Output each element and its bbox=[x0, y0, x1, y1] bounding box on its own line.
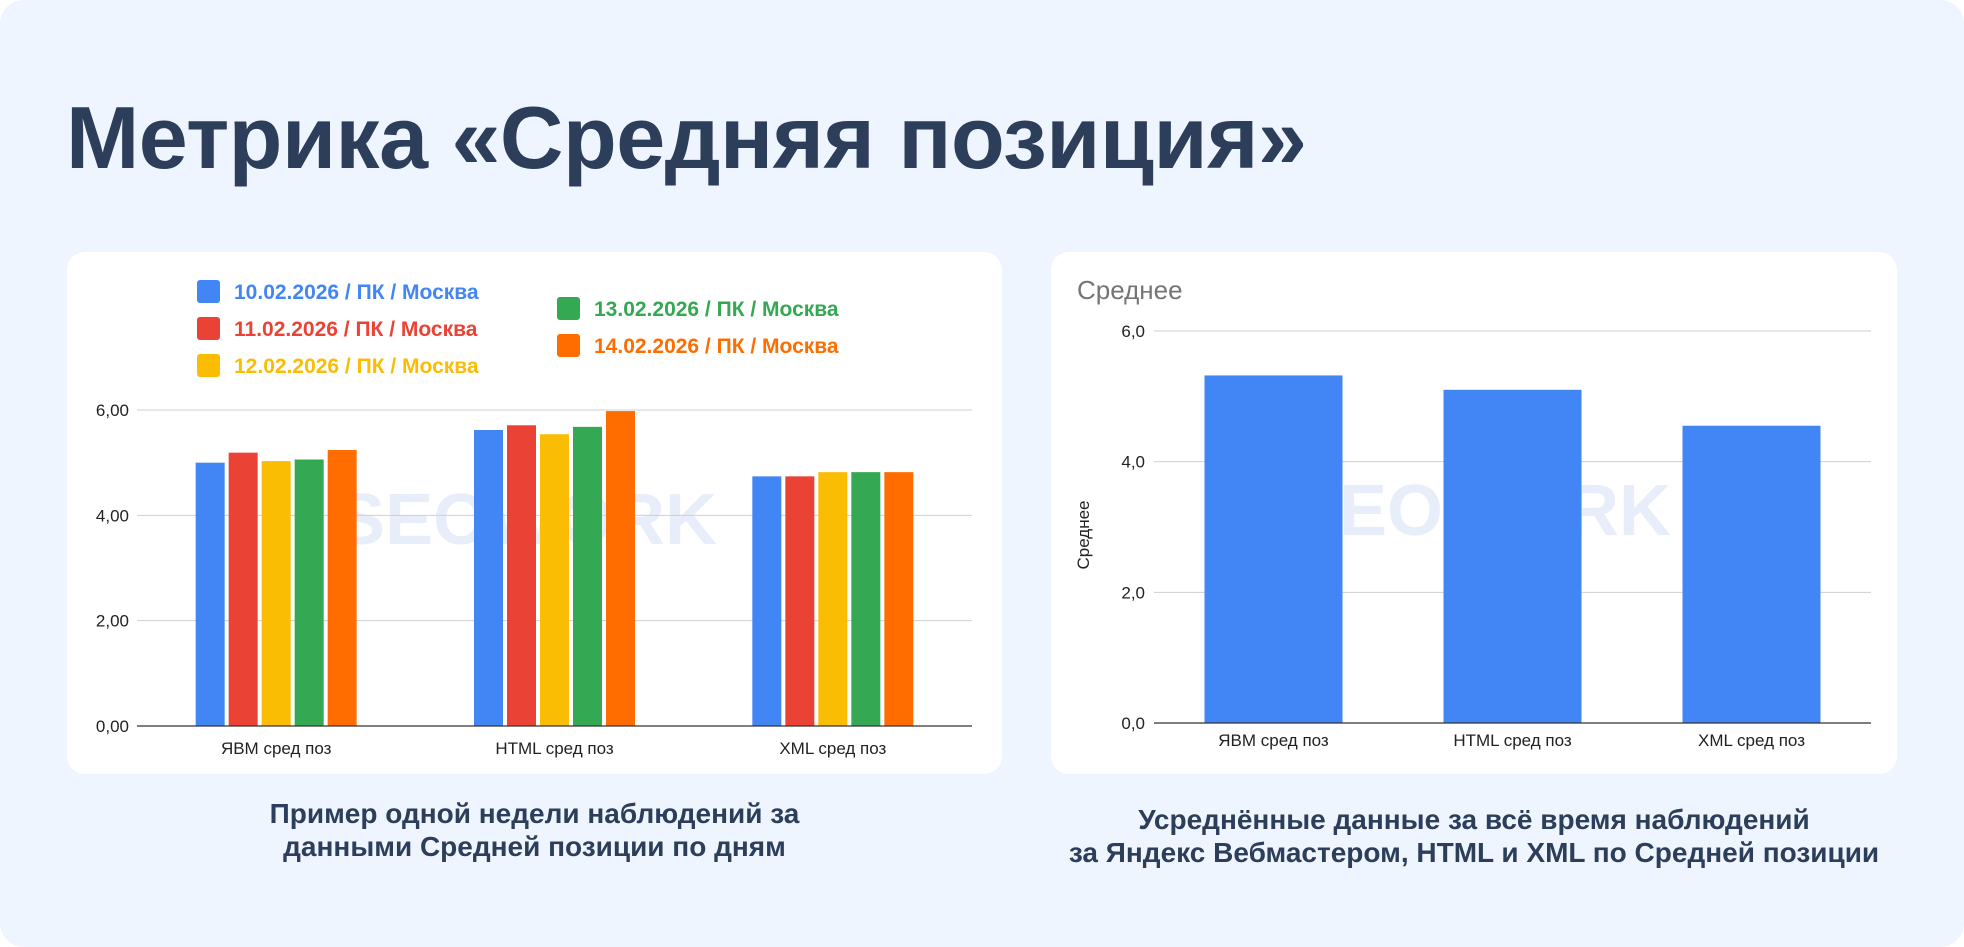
legend-label: 12.02.2026 / ПК / Москва bbox=[234, 355, 479, 378]
bar bbox=[507, 425, 536, 726]
bar bbox=[573, 426, 602, 726]
bar bbox=[818, 472, 848, 726]
bar bbox=[785, 476, 815, 726]
y-tick-label: 2,0 bbox=[1121, 583, 1145, 602]
y-axis-label: Среднее bbox=[1074, 500, 1093, 569]
legend-label: 11.02.2026 / ПК / Москва bbox=[234, 318, 478, 341]
bar bbox=[540, 434, 569, 726]
bar bbox=[1204, 375, 1343, 723]
x-category-label: HTML сред поз bbox=[495, 739, 614, 758]
legend-item: 10.02.2026 / ПК / Москва bbox=[197, 280, 479, 304]
legend-swatch bbox=[197, 354, 220, 377]
y-tick-label: 0,0 bbox=[1121, 714, 1145, 733]
caption-average-line-2: за Яндекс Вебмастером, HTML и XML по Сре… bbox=[1068, 837, 1880, 868]
legend-item: 12.02.2026 / ПК / Москва bbox=[197, 354, 479, 378]
bar bbox=[195, 462, 225, 726]
bar bbox=[228, 452, 258, 726]
y-tick-label: 4,00 bbox=[96, 506, 129, 525]
y-tick-label: 2,00 bbox=[96, 612, 129, 631]
x-category-label: XML сред поз bbox=[779, 739, 886, 758]
x-category-label: ЯВМ сред поз bbox=[221, 739, 332, 758]
legend-label: 14.02.2026 / ПК / Москва bbox=[594, 335, 839, 358]
chart-title: Среднее bbox=[1077, 275, 1183, 305]
caption-daily-line-2: данными Средней позиции по дням bbox=[283, 831, 786, 862]
bar bbox=[294, 459, 324, 726]
bar bbox=[752, 476, 782, 726]
bar bbox=[1443, 389, 1582, 723]
x-category-label: HTML сред поз bbox=[1453, 731, 1572, 750]
bar bbox=[261, 461, 291, 726]
bar bbox=[884, 472, 914, 726]
legend-label: 13.02.2026 / ПК / Москва bbox=[594, 298, 839, 321]
y-tick-label: 0,00 bbox=[96, 717, 129, 736]
legend-item: 11.02.2026 / ПК / Москва bbox=[197, 317, 478, 341]
bar bbox=[606, 411, 635, 726]
legend-swatch bbox=[557, 334, 580, 357]
legend-swatch bbox=[557, 297, 580, 320]
x-category-label: ЯВМ сред поз bbox=[1218, 731, 1329, 750]
x-category-label: XML сред поз bbox=[1698, 731, 1805, 750]
caption-average-line-1: Усреднённые данные за всё время наблюден… bbox=[1138, 804, 1810, 835]
caption-daily-line-1: Пример одной недели наблюдений за bbox=[269, 798, 800, 829]
legend-item: 14.02.2026 / ПК / Москва bbox=[557, 334, 839, 358]
legend-swatch bbox=[197, 280, 220, 303]
page-title: Метрика «Средняя позиция» bbox=[66, 88, 1307, 187]
bar bbox=[327, 450, 357, 726]
legend-label: 10.02.2026 / ПК / Москва bbox=[234, 281, 479, 304]
y-tick-label: 6,00 bbox=[96, 401, 129, 420]
bar bbox=[474, 430, 503, 726]
bar bbox=[1682, 425, 1821, 723]
legend-swatch bbox=[197, 317, 220, 340]
caption-average: Усреднённые данные за всё время наблюден… bbox=[1040, 803, 1908, 869]
y-tick-label: 4,0 bbox=[1121, 453, 1145, 472]
caption-daily: Пример одной недели наблюдений за данным… bbox=[67, 797, 1002, 863]
bar bbox=[851, 472, 881, 726]
y-tick-label: 6,0 bbox=[1121, 322, 1145, 341]
legend-item: 13.02.2026 / ПК / Москва bbox=[557, 297, 839, 321]
